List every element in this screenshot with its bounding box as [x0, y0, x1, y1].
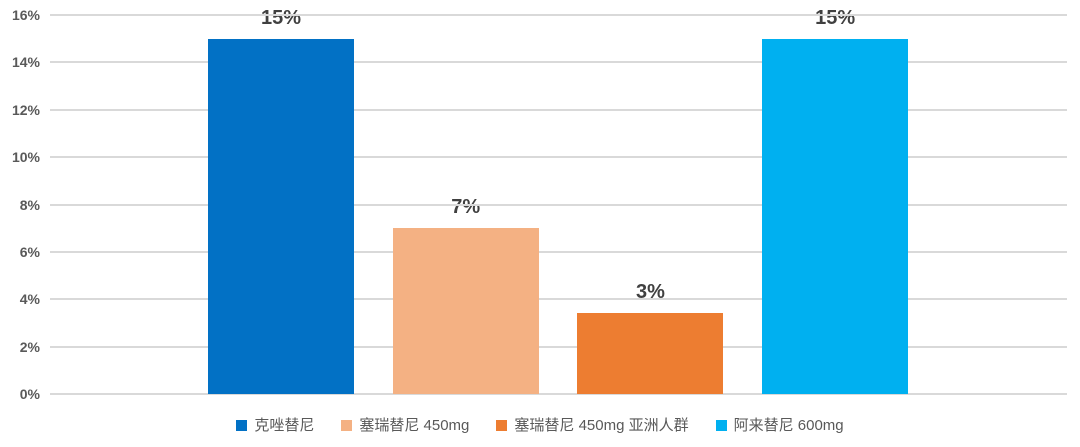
legend-swatch [496, 419, 508, 431]
y-axis: 0% 2% 4% 6% 8% 10% 12% 14% 16% [0, 8, 40, 401]
legend-item: 塞瑞替尼 450mg [341, 418, 469, 433]
y-axis-tick-label: 10% [11, 149, 40, 166]
legend-swatch [341, 419, 353, 431]
plot-area: 15% 7% 3% 15% [50, 8, 1067, 395]
y-axis-tick-label: 12% [11, 101, 40, 118]
bar-value-label: 7% [451, 196, 481, 219]
gridline [50, 203, 1067, 206]
legend-swatch [236, 419, 248, 431]
bar-value-label: 15% [815, 6, 856, 29]
chart-bar [208, 38, 355, 394]
gridline [50, 61, 1067, 64]
y-axis-tick-label: 6% [19, 243, 40, 260]
gridline [50, 298, 1067, 301]
gridline [50, 393, 1067, 395]
legend-label: 克唑替尼 [254, 416, 315, 434]
y-axis-tick-label: 8% [19, 196, 40, 213]
legend: 克唑替尼 塞瑞替尼 450mg 塞瑞替尼 450mg 亚洲人群 阿来替尼 600mg [0, 412, 1080, 438]
y-axis-tick-label: 4% [19, 291, 40, 308]
bar-value-label: 3% [635, 281, 665, 304]
chart-bar [762, 38, 909, 394]
gridline [50, 250, 1067, 253]
y-axis-tick-label: 16% [11, 7, 40, 23]
legend-item: 克唑替尼 [236, 418, 314, 433]
gridline [50, 345, 1067, 348]
legend-item: 阿来替尼 600mg [715, 416, 844, 434]
bar-value-label: 15% [261, 6, 302, 29]
legend-item: 塞瑞替尼 450mg 亚洲人群 [496, 416, 689, 434]
chart-bar [577, 313, 724, 394]
gridline [50, 108, 1067, 111]
legend-label: 塞瑞替尼 450mg 亚洲人群 [514, 416, 689, 434]
legend-label: 塞瑞替尼 450mg [359, 416, 470, 434]
gridline [50, 156, 1067, 159]
legend-label: 阿来替尼 600mg [733, 416, 844, 434]
gridline [50, 14, 1067, 16]
y-axis-tick-label: 14% [11, 54, 40, 71]
legend-swatch [715, 419, 727, 431]
y-axis-tick-label: 2% [19, 338, 40, 355]
y-axis-tick-label: 0% [19, 386, 40, 402]
chart-bar [392, 228, 539, 394]
